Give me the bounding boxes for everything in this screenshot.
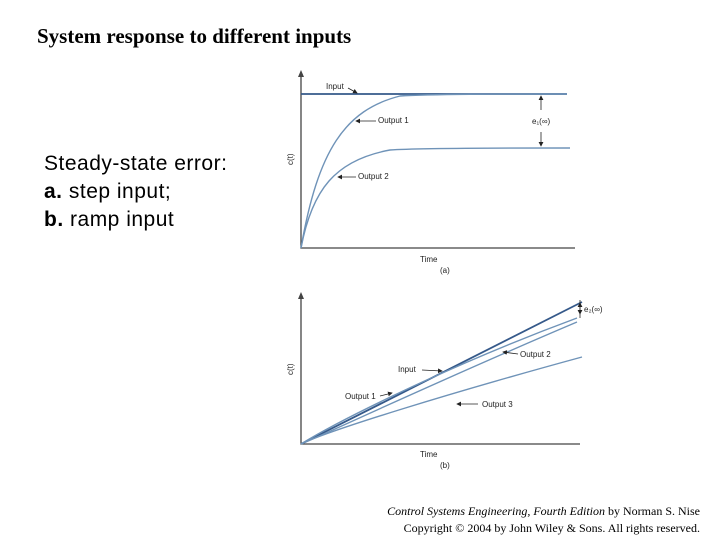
marker: b.	[44, 208, 64, 231]
output-curve	[300, 317, 578, 445]
panel-b: Input Output 2 Output 1 Output 3 e₂(∞) c…	[286, 292, 603, 470]
author: by Norman S. Nise	[608, 504, 700, 518]
book: Control Systems Engineering, Fourth Edit…	[387, 504, 605, 518]
item-text: step input;	[68, 180, 172, 203]
marker: a.	[44, 180, 63, 203]
y-label: c(t)	[286, 363, 295, 375]
item: b. ramp input	[44, 206, 227, 234]
x-label: Time	[420, 255, 438, 264]
label: Output 1	[345, 392, 376, 401]
credit-line: Control Systems Engineering, Fourth Edit…	[387, 503, 700, 520]
copyright: Copyright © 2004 by John Wiley & Sons. A…	[403, 521, 700, 535]
body-text: Steady-state error: a. step input; b. ra…	[44, 150, 227, 234]
x-label: Time	[420, 450, 438, 459]
heading: Steady-state error:	[44, 152, 228, 175]
label: Input	[398, 365, 417, 374]
output-curve	[300, 321, 578, 445]
label: Input	[326, 82, 345, 91]
label: e₁(∞)	[532, 117, 551, 126]
axes	[300, 72, 575, 249]
item: a. step input;	[44, 178, 227, 206]
y-label: c(t)	[286, 153, 295, 165]
output-curve	[300, 93, 568, 249]
item-text: ramp input	[70, 208, 175, 231]
tag: (a)	[440, 266, 450, 275]
label: Output 1	[378, 116, 409, 125]
title: System response to different inputs	[37, 24, 352, 48]
label: Output 2	[358, 172, 389, 181]
output-curve	[300, 147, 571, 249]
label: Output 2	[520, 350, 551, 359]
output-curve	[300, 356, 583, 445]
label: e₂(∞)	[584, 305, 603, 314]
tag: (b)	[440, 461, 450, 470]
label: Output 3	[482, 400, 513, 409]
panel-a: Input Output 1 Output 2 e₁(∞) c(t) Time …	[286, 70, 575, 275]
credit: Control Systems Engineering, Fourth Edit…	[387, 503, 700, 537]
